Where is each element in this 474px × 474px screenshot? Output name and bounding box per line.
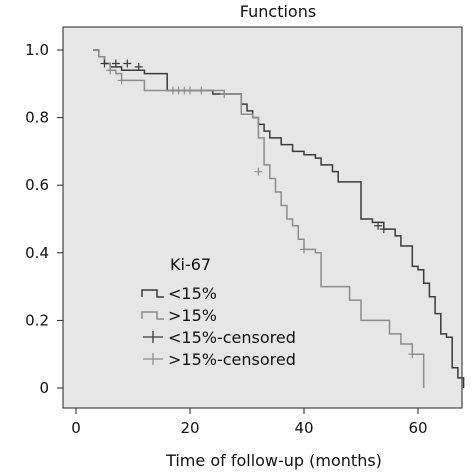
- censor-mark: [186, 86, 194, 95]
- legend: Ki-67 <15% >15% <15%-censored >15%-censored: [141, 255, 296, 369]
- y-tick-label: 0.2: [25, 311, 49, 329]
- legend-entry-label: <15%: [168, 284, 217, 303]
- censor-layer: [100, 59, 417, 359]
- legend-line-symbol: [141, 311, 164, 320]
- plot-area: [62, 26, 463, 409]
- legend-entry-label: >15%: [168, 306, 217, 325]
- y-tick-label: 0.4: [25, 244, 49, 262]
- x-axis-title: Time of follow-up (months): [165, 451, 382, 470]
- censor-mark: [254, 167, 263, 176]
- y-axis-ticks: 0 0.2 0.4 0.6 0.8 1.0: [25, 41, 63, 397]
- x-tick-label: 0: [71, 419, 81, 437]
- chart-title: Functions: [240, 2, 316, 21]
- censor-mark: [106, 66, 115, 75]
- legend-entry-label: <15%-censored: [168, 328, 296, 347]
- series-line-lt-15pct: [93, 49, 465, 388]
- x-tick-label: 40: [294, 419, 313, 437]
- legend-line-symbol: [141, 289, 164, 298]
- censor-mark: [300, 245, 308, 254]
- series-line-gt-15pct: [93, 49, 425, 388]
- series-layer: [93, 49, 465, 388]
- y-tick-label: 0.8: [25, 109, 49, 127]
- x-tick-label: 60: [408, 419, 427, 437]
- legend-entry-label: >15%-censored: [168, 350, 296, 369]
- y-tick-label: 0.6: [25, 176, 49, 194]
- x-axis-ticks: 0 20 40 60: [71, 408, 428, 437]
- censor-mark: [379, 225, 388, 234]
- censor-mark: [408, 350, 417, 359]
- censor-mark: [117, 76, 126, 85]
- censor-mark: [374, 221, 383, 230]
- y-tick-label: 0: [39, 379, 49, 397]
- legend-title: Ki-67: [170, 255, 211, 274]
- y-tick-label: 1.0: [25, 41, 49, 59]
- x-tick-label: 20: [180, 419, 199, 437]
- censor-mark: [220, 89, 229, 98]
- legend-censor-symbol: [143, 353, 163, 365]
- censor-mark: [100, 59, 109, 68]
- censor-mark: [134, 62, 143, 71]
- censor-mark: [111, 59, 120, 68]
- censor-mark: [123, 59, 132, 68]
- censor-mark: [197, 86, 206, 95]
- legend-censor-symbol: [143, 331, 163, 343]
